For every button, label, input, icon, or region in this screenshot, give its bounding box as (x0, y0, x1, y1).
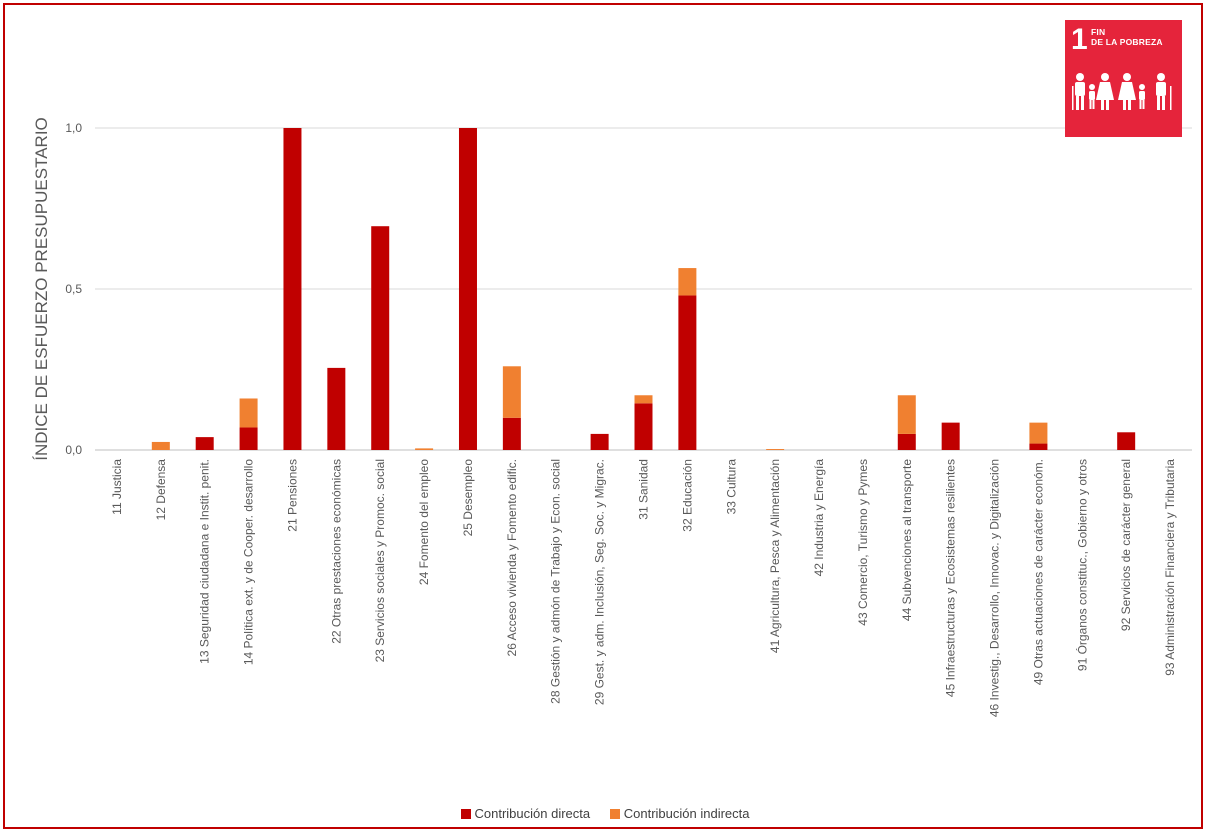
y-tick-label: 0,5 (65, 282, 82, 296)
x-tick-label: 28 Gestión y admón de Trabajo y Econ. so… (549, 459, 563, 704)
bar-indirect (502, 366, 521, 418)
logo-text: FIN DE LA POBREZA (1091, 27, 1163, 47)
x-tick-label: 91 Órganos constituc., Gobierno y otros (1074, 459, 1089, 671)
chart-frame (3, 3, 1203, 829)
x-tick-label: 22 Otras prestaciones económicas (329, 459, 343, 644)
bar-direct (283, 128, 302, 450)
sdg1-logo: 1 FIN DE LA POBREZA (1065, 20, 1182, 137)
x-tick-label: 14 Política ext. y de Cooper. desarrollo (242, 459, 256, 665)
legend-item-indirect: Contribución indirecta (609, 806, 750, 821)
bar-direct (897, 433, 916, 450)
bar-direct (371, 226, 390, 450)
family-icon (1072, 73, 1172, 110)
x-tick-label: 42 Industria y Energía (812, 459, 826, 577)
x-tick-label: 93 Administración Financiera y Tributari… (1163, 459, 1177, 676)
bar-direct (327, 367, 346, 450)
x-tick-label: 11 Justicia (110, 459, 124, 515)
bar-direct (634, 403, 653, 450)
x-tick-label: 24 Fomento del empleo (417, 459, 431, 585)
bar-direct (590, 433, 609, 450)
x-tick-label: 25 Desempleo (461, 459, 475, 537)
y-tick-label: 1,0 (65, 121, 82, 135)
x-tick-label: 29 Gest. y adm. Inclusión, Seg. Soc. y M… (593, 459, 607, 705)
bar-direct (195, 437, 214, 450)
bar-indirect (239, 398, 258, 428)
y-tick-label: 0,0 (65, 443, 82, 457)
bar-indirect (415, 448, 434, 450)
x-tick-label: 43 Comercio, Turismo y Pymes (856, 459, 870, 626)
x-tick-label: 44 Subvenciones al transporte (900, 459, 914, 621)
y-axis-title: ÍNDICE DE ESFUERZO PRESUPUESTARIO (32, 117, 51, 461)
x-tick-label: 13 Seguridad ciudadana e Instit. penit. (198, 459, 212, 664)
bar-direct (941, 422, 960, 450)
logo-text-line1: FIN (1091, 27, 1106, 37)
bar-indirect (897, 395, 916, 434)
x-tick-label: 32 Educación (680, 459, 694, 532)
x-tick-label: 41 Agricultura, Pesca y Alimentación (768, 459, 782, 653)
bar-indirect (1029, 422, 1048, 444)
x-tick-label: 92 Servicios de carácter general (1119, 459, 1133, 631)
bar-indirect (151, 441, 170, 450)
bar-indirect (766, 449, 785, 450)
x-tick-label: 49 Otras actuaciones de carácter económ. (1031, 459, 1045, 685)
x-tick-label: 21 Pensiones (285, 459, 299, 532)
legend-item-direct: Contribución directa (460, 806, 591, 821)
legend-label-direct: Contribución directa (474, 806, 591, 821)
bar-direct (1117, 432, 1136, 450)
legend-swatch-direct (460, 808, 471, 819)
bar-direct (678, 295, 697, 450)
x-tick-label: 45 Infraestructuras y Ecosistemas resili… (944, 459, 958, 697)
x-tick-label: 46 Investig., Desarrollo, Innovac. y Dig… (988, 459, 1002, 717)
bar-direct (1029, 443, 1048, 450)
x-tick-label: 12 Defensa (154, 459, 168, 521)
x-tick-label: 26 Acceso vivienda y Fomento edific. (505, 459, 519, 656)
legend: Contribución directa Contribución indire… (0, 806, 1210, 822)
logo-text-line2: DE LA POBREZA (1091, 37, 1163, 47)
bar-direct (458, 128, 477, 450)
bar-indirect (678, 268, 697, 296)
legend-label-indirect: Contribución indirecta (623, 806, 750, 821)
x-tick-label: 23 Servicios sociales y Promoc. social (373, 459, 387, 662)
bar-direct (502, 417, 521, 450)
x-tick-label: 31 Sanidad (637, 459, 651, 520)
legend-swatch-indirect (609, 808, 620, 819)
logo-number: 1 (1071, 23, 1088, 56)
bar-direct (239, 427, 258, 450)
bar-indirect (634, 395, 653, 404)
x-tick-label: 33 Cultura (724, 459, 738, 515)
